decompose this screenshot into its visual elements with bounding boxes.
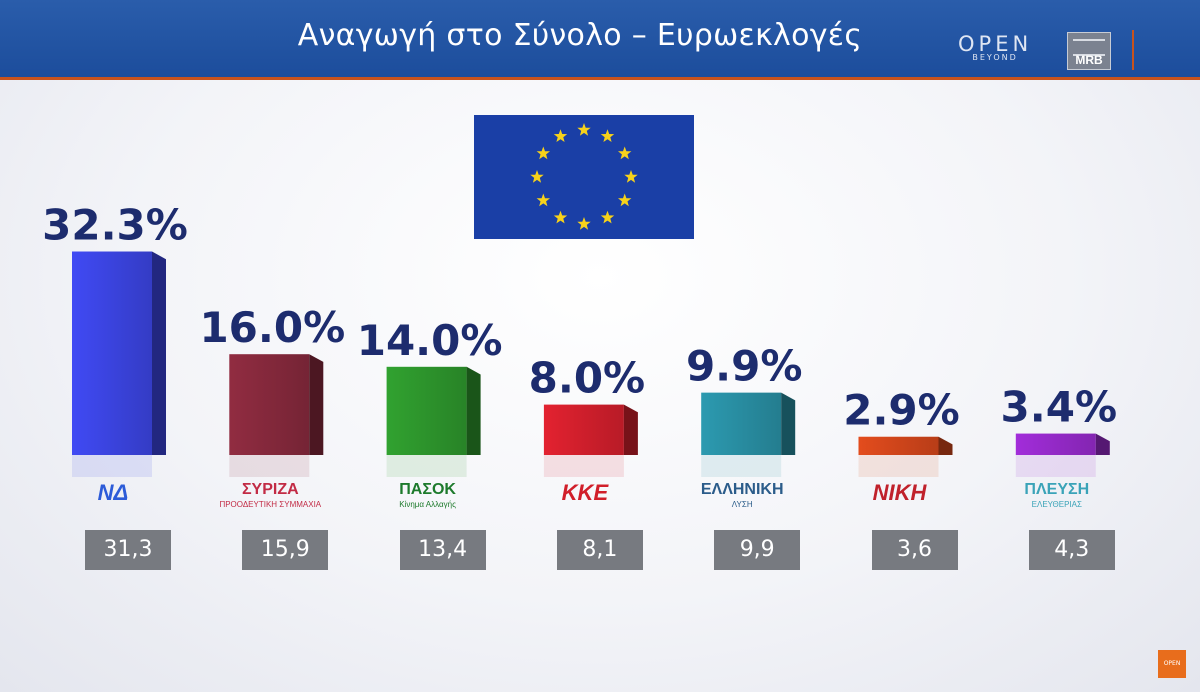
- eu-star-icon: [553, 210, 568, 224]
- header-divider: [1132, 30, 1134, 70]
- bar-side: [781, 392, 796, 455]
- bar-group: 9.9%: [686, 342, 802, 477]
- bar-reflection: [701, 455, 782, 477]
- channel-corner-logo: OPEN: [1158, 650, 1186, 678]
- percent-label: 8.0%: [529, 354, 645, 403]
- party-name: ΝΙΚΗ: [873, 480, 928, 505]
- party-subtitle: ΠΡΟΟΔΕΥΤΙΚΗ ΣΥΜΜΑΧΙΑ: [219, 500, 321, 509]
- eu-star-icon: [618, 146, 632, 160]
- bar: [543, 404, 624, 455]
- percent-label: 9.9%: [686, 342, 802, 391]
- open-logo-word: OPEN: [958, 32, 1033, 56]
- party-logo: ΝΙΚΗ: [873, 480, 928, 505]
- eu-star-icon: [618, 193, 632, 207]
- mrb-logo: MRB: [1067, 32, 1111, 70]
- page-title: Αναγωγή στο Σύνολο – Ευρωεκλογές: [297, 18, 863, 53]
- eu-star-icon: [553, 129, 568, 142]
- eu-star-icon: [536, 146, 550, 160]
- percent-label: 32.3%: [42, 201, 188, 250]
- previous-value-box: 8,1: [556, 530, 643, 570]
- bar-side: [152, 251, 166, 455]
- party-subtitle: ΕΛΕΥΘΕΡΙΑΣ: [1032, 500, 1082, 509]
- bar-group: 8.0%: [529, 354, 645, 477]
- eu-star-icon: [600, 210, 615, 224]
- bar-side: [938, 436, 953, 455]
- bar-reflection: [543, 455, 624, 477]
- party-name: ΕΛΛΗΝΙΚΗ: [701, 481, 784, 498]
- bar: [701, 392, 782, 455]
- header-bar: Αναγωγή στο Σύνολο – Ευρωεκλογές OPEN BE…: [0, 0, 1200, 80]
- party-logo: ΣΥΡΙΖΑ ΠΡΟΟΔΕΥΤΙΚΗ ΣΥΜΜΑΧΙΑ: [219, 481, 321, 509]
- eu-star-icon: [577, 123, 591, 136]
- bar-reflection: [229, 455, 310, 477]
- bar: [858, 436, 939, 455]
- eu-flag-icon: [474, 115, 694, 239]
- party-logo: ΠΑΣΟΚ Κίνημα Αλλαγής: [399, 481, 456, 509]
- previous-value-box: 3,6: [871, 530, 958, 570]
- eu-star-icon: [600, 129, 615, 142]
- eu-star-icon: [530, 170, 544, 183]
- bar-group: 32.3%: [42, 201, 188, 477]
- party-name: ΣΥΡΙΖΑ: [242, 481, 299, 498]
- bar-group: 16.0%: [199, 303, 345, 477]
- bar-reflection: [1015, 455, 1096, 477]
- party-name: ΝΔ: [98, 480, 129, 505]
- bar-group: 3.4%: [1001, 383, 1117, 477]
- previous-value-box: 13,4: [399, 530, 486, 570]
- percent-label: 3.4%: [1001, 383, 1117, 432]
- bar-group: 2.9%: [843, 386, 960, 477]
- eu-star-icon: [536, 193, 550, 207]
- party-subtitle: ΛΥΣΗ: [732, 500, 753, 509]
- bar-reflection: [858, 455, 939, 477]
- party-name: ΠΑΣΟΚ: [399, 481, 456, 498]
- bar: [386, 366, 467, 455]
- party-logo: ΠΛΕΥΣΗ ΕΛΕΥΘΕΡΙΑΣ: [1024, 481, 1089, 509]
- bar-group: 14.0%: [357, 316, 503, 477]
- bar-side: [1095, 433, 1110, 455]
- party-logo: ΕΛΛΗΝΙΚΗ ΛΥΣΗ: [701, 481, 784, 509]
- bar-side: [466, 366, 481, 455]
- bar-reflection: [72, 455, 152, 477]
- previous-value-box: 4,3: [1028, 530, 1115, 570]
- bar-side: [623, 404, 638, 455]
- open-beyond-logo: OPEN BEYOND: [958, 32, 1032, 62]
- bar: [1015, 433, 1096, 455]
- bar-reflection: [386, 455, 467, 477]
- mrb-logo-text: MRB: [1075, 53, 1103, 67]
- party-subtitle: Κίνημα Αλλαγής: [399, 500, 456, 509]
- percent-label: 14.0%: [357, 316, 503, 365]
- previous-value-box: 31,3: [85, 530, 171, 570]
- bar: [229, 354, 310, 455]
- party-name: ΚΚΕ: [562, 480, 610, 505]
- previous-value-box: 9,9: [714, 530, 801, 570]
- bar-side: [309, 354, 324, 455]
- eu-star-icon: [624, 170, 638, 183]
- open-logo-sub: BEYOND: [972, 53, 1018, 62]
- party-logo: ΝΔ: [98, 480, 129, 505]
- party-name: ΠΛΕΥΣΗ: [1024, 481, 1089, 498]
- bar: [72, 251, 152, 455]
- percent-label: 2.9%: [843, 386, 959, 435]
- previous-value-box: 15,9: [242, 530, 329, 570]
- party-logo: ΚΚΕ: [562, 480, 610, 505]
- eu-star-icon: [577, 217, 591, 230]
- percent-label: 16.0%: [199, 303, 345, 352]
